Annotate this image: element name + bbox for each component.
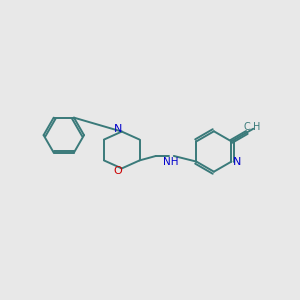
Text: H: H bbox=[253, 122, 260, 132]
Text: N: N bbox=[232, 157, 241, 166]
Text: O: O bbox=[114, 167, 123, 176]
Text: NH: NH bbox=[163, 158, 178, 167]
Text: N: N bbox=[114, 124, 122, 134]
Text: C: C bbox=[244, 122, 250, 131]
